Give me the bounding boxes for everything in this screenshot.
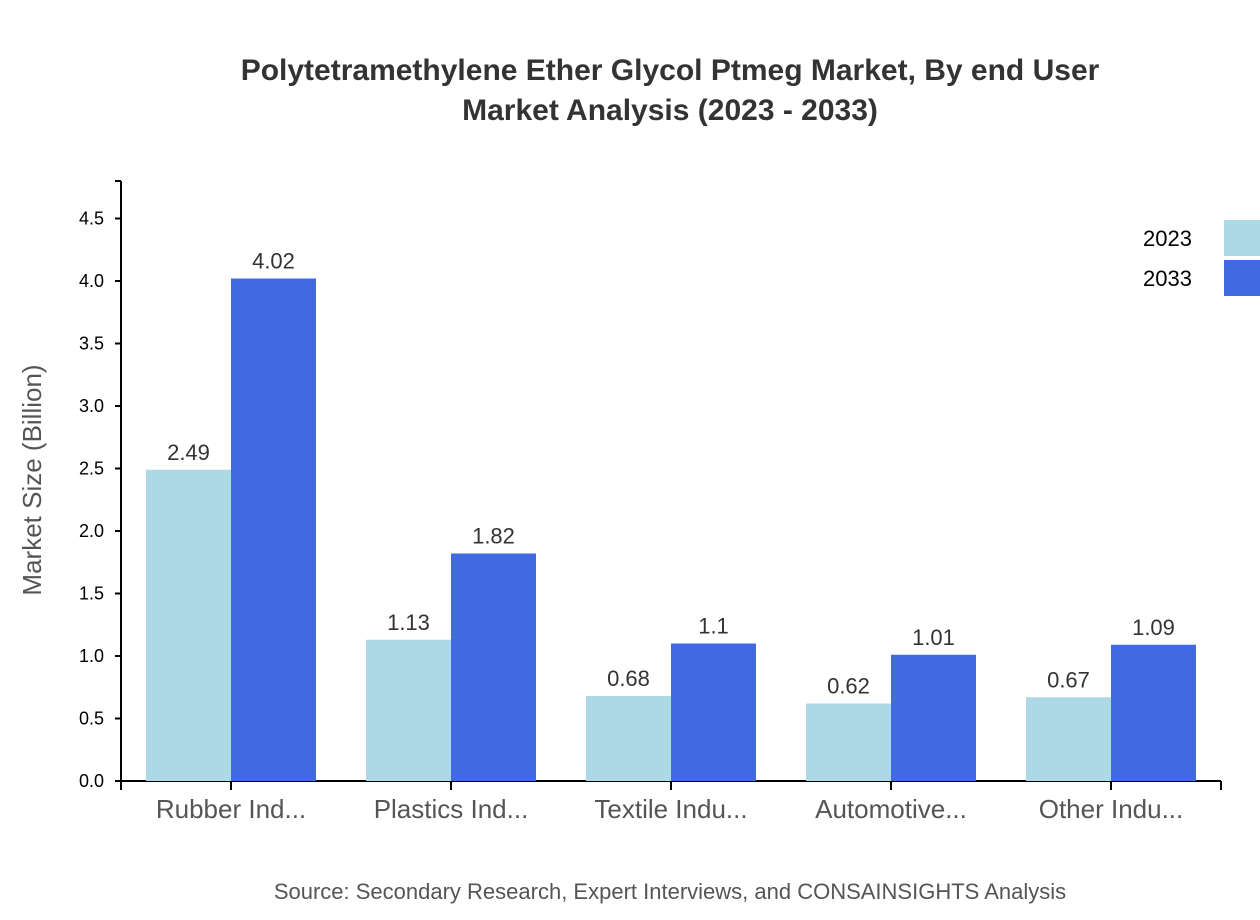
bar-2023-3: [806, 703, 891, 781]
data-label: 0.67: [1047, 667, 1090, 692]
x-axis: Rubber Ind... Plastics Ind... Textile Indu…: [120, 780, 1222, 824]
data-label: 1.1: [698, 614, 729, 639]
bars: 2.49 4.02 1.13 1.82 0.68 1.1 0.62 1.01 0.67 1.09: [146, 249, 1196, 781]
data-label: 4.02: [252, 249, 295, 274]
bar-2023-4: [1026, 697, 1111, 781]
y-tick-label: 2.5: [79, 459, 104, 479]
bar-2023-1: [366, 639, 451, 781]
y-tick-label: 1.0: [79, 646, 104, 666]
y-axis-label: Market Size (Billion): [17, 364, 47, 595]
data-label: 1.01: [912, 625, 955, 650]
y-tick-label: 4.0: [79, 271, 104, 291]
legend-swatch: [1224, 260, 1260, 296]
legend-label: 2023: [1143, 226, 1192, 251]
x-tick-label: Other Indu...: [1039, 794, 1184, 824]
bar-2033-3: [891, 654, 976, 781]
y-tick-label: 0.5: [79, 709, 104, 729]
y-tick-label: 0.0: [79, 771, 104, 791]
legend: 2023 2033: [1143, 220, 1260, 296]
data-label: 2.49: [167, 440, 210, 465]
y-tick-label: 4.5: [79, 209, 104, 229]
bar-2033-2: [671, 643, 756, 781]
data-label: 1.82: [472, 524, 515, 549]
chart-title-line-2: Market Analysis (2023 - 2033): [462, 94, 878, 127]
bar-2023-2: [586, 696, 671, 781]
y-tick-label: 1.5: [79, 584, 104, 604]
data-label: 0.68: [607, 666, 650, 691]
x-tick-label: Rubber Ind...: [156, 794, 306, 824]
bar-2033-0: [231, 278, 316, 781]
bar-2033-1: [451, 553, 536, 781]
y-axis: 0.0 0.5 1.0 1.5 2.0 2.5 3.0 3.5 4.0 4.5: [79, 180, 122, 791]
x-tick-label: Automotive...: [815, 794, 967, 824]
y-tick-label: 3.5: [79, 334, 104, 354]
chart-title-line-1: Polytetramethylene Ether Glycol Ptmeg Ma…: [241, 54, 1100, 87]
y-tick-label: 3.0: [79, 396, 104, 416]
source-note: Source: Secondary Research, Expert Inter…: [274, 879, 1066, 904]
data-label: 0.62: [827, 674, 870, 699]
x-tick-label: Textile Indu...: [594, 794, 747, 824]
x-tick-label: Plastics Ind...: [374, 794, 529, 824]
y-tick-label: 2.0: [79, 521, 104, 541]
data-label: 1.09: [1132, 615, 1175, 640]
legend-label: 2033: [1143, 266, 1192, 291]
legend-swatch: [1224, 220, 1260, 256]
data-label: 1.13: [387, 610, 430, 635]
bar-2033-4: [1111, 644, 1196, 781]
bar-2023-0: [146, 469, 231, 781]
